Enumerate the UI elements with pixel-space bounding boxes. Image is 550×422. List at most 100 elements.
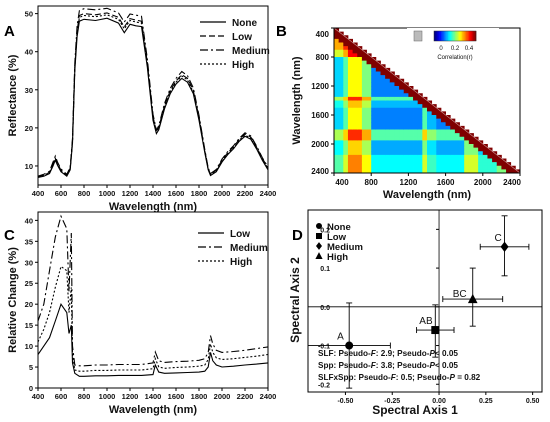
heatmap-cell [427, 125, 433, 130]
x-tick-label: 1400 [145, 392, 162, 401]
heatmap-cell [375, 144, 381, 149]
heatmap-cell [389, 118, 395, 123]
heatmap-cell [436, 165, 442, 170]
heatmap-cell [375, 93, 381, 98]
y-tick-label: 10 [25, 342, 33, 351]
heatmap-cell [334, 162, 340, 167]
heatmap-cell [464, 136, 470, 141]
heatmap-cell [352, 136, 358, 141]
heatmap-cell [459, 140, 465, 145]
heatmap-cell [403, 147, 409, 152]
y-axis-label: Spectral Axis 2 [288, 257, 302, 343]
heatmap-cell [366, 169, 372, 174]
heatmap-cell [361, 115, 367, 120]
heatmap-cell [482, 158, 488, 163]
heatmap-cell [361, 129, 367, 134]
heatmap-cell [366, 75, 372, 80]
heatmap-cell [408, 93, 414, 98]
heatmap-cell [375, 75, 381, 80]
diagonal-line [333, 27, 521, 174]
legend-label-medium: Medium [327, 242, 363, 253]
heatmap-cell [403, 93, 409, 98]
heatmap-cell [361, 133, 367, 138]
heatmap-cell [334, 57, 340, 62]
x-tick-label: 1000 [99, 189, 116, 198]
heatmap-cell [380, 96, 386, 101]
heatmap-cell [403, 118, 409, 123]
heatmap-cell [375, 118, 381, 123]
heatmap-cell [343, 86, 349, 91]
heatmap-cell [385, 75, 391, 80]
heatmap-cell [380, 89, 386, 94]
heatmap-cell [496, 158, 502, 163]
heatmap-cell [352, 46, 358, 51]
heatmap-cell [338, 154, 344, 159]
heatmap-cell [385, 158, 391, 163]
heatmap-cell [408, 111, 414, 116]
heatmap-cell [510, 169, 516, 174]
y-tick-label: 50 [25, 10, 33, 19]
heatmap-cell [478, 165, 484, 170]
heatmap-cell [361, 89, 367, 94]
heatmap-cell [459, 154, 465, 159]
heatmap-cell [347, 158, 353, 163]
colorbar-segment [471, 31, 474, 41]
colorbar-tick-label: 0.4 [465, 46, 474, 52]
heatmap-cell [385, 71, 391, 76]
heatmap-cell [357, 115, 363, 120]
heatmap-cell [464, 158, 470, 163]
heatmap-cell [338, 100, 344, 105]
heatmap-cell [338, 78, 344, 83]
x-tick-label: 1200 [122, 189, 139, 198]
heatmap-cell [347, 104, 353, 109]
heatmap-cell [399, 144, 405, 149]
panel-a-reflectance-chart: 400 600 800 1000 1200 1400 1600 1800 2000 2200 240… [7, 5, 276, 213]
heatmap-cell [436, 122, 442, 127]
heatmap-cell [431, 111, 437, 116]
heatmap-cell [334, 133, 340, 138]
heatmap-cell [371, 67, 377, 72]
heatmap-cell [473, 151, 479, 156]
heatmap-cell [413, 133, 419, 138]
heatmap-cell [454, 133, 460, 138]
heatmap-cell [352, 115, 358, 120]
x-tick-label: 600 [55, 189, 68, 198]
heatmap-cell [361, 136, 367, 141]
heatmap-cell [436, 154, 442, 159]
heatmap-cell [357, 129, 363, 134]
colorbar-segment [460, 31, 463, 41]
x-tick-label: 2000 [474, 178, 492, 187]
heatmap-cell [366, 82, 372, 87]
heatmap-cell [403, 100, 409, 105]
heatmap-cell [394, 129, 400, 134]
heatmap-cell [366, 122, 372, 127]
colorbar-segment [442, 31, 445, 41]
heatmap-cell [389, 158, 395, 163]
heatmap-cell [375, 71, 381, 76]
x-tick-label: 0.50 [526, 398, 540, 405]
panel-label-b: B [276, 23, 287, 40]
heatmap-cell [422, 140, 428, 145]
heatmap-cell [371, 158, 377, 163]
heatmap-cell [334, 125, 340, 130]
heatmap-cell [334, 35, 340, 40]
heatmap-cell [357, 75, 363, 80]
heatmap-cell [338, 35, 344, 40]
heatmap-cell [366, 154, 372, 159]
heatmap-cell [399, 122, 405, 127]
x-tick-label: 400 [32, 189, 45, 198]
heatmap-cell [445, 162, 451, 167]
heatmap-cell [431, 136, 437, 141]
y-tick-label: 2000 [311, 140, 329, 149]
heatmap-cell [417, 151, 423, 156]
series-line-high [37, 265, 269, 372]
heatmap-cell [343, 67, 349, 72]
heatmap-cell [338, 53, 344, 58]
heatmap-cell [422, 169, 428, 174]
heatmap-cell [417, 144, 423, 149]
heatmap-cell [357, 162, 363, 167]
heatmap-cell [347, 100, 353, 105]
heatmap-cell [422, 122, 428, 127]
heatmap-cell [389, 89, 395, 94]
heatmap-cell [361, 57, 367, 62]
